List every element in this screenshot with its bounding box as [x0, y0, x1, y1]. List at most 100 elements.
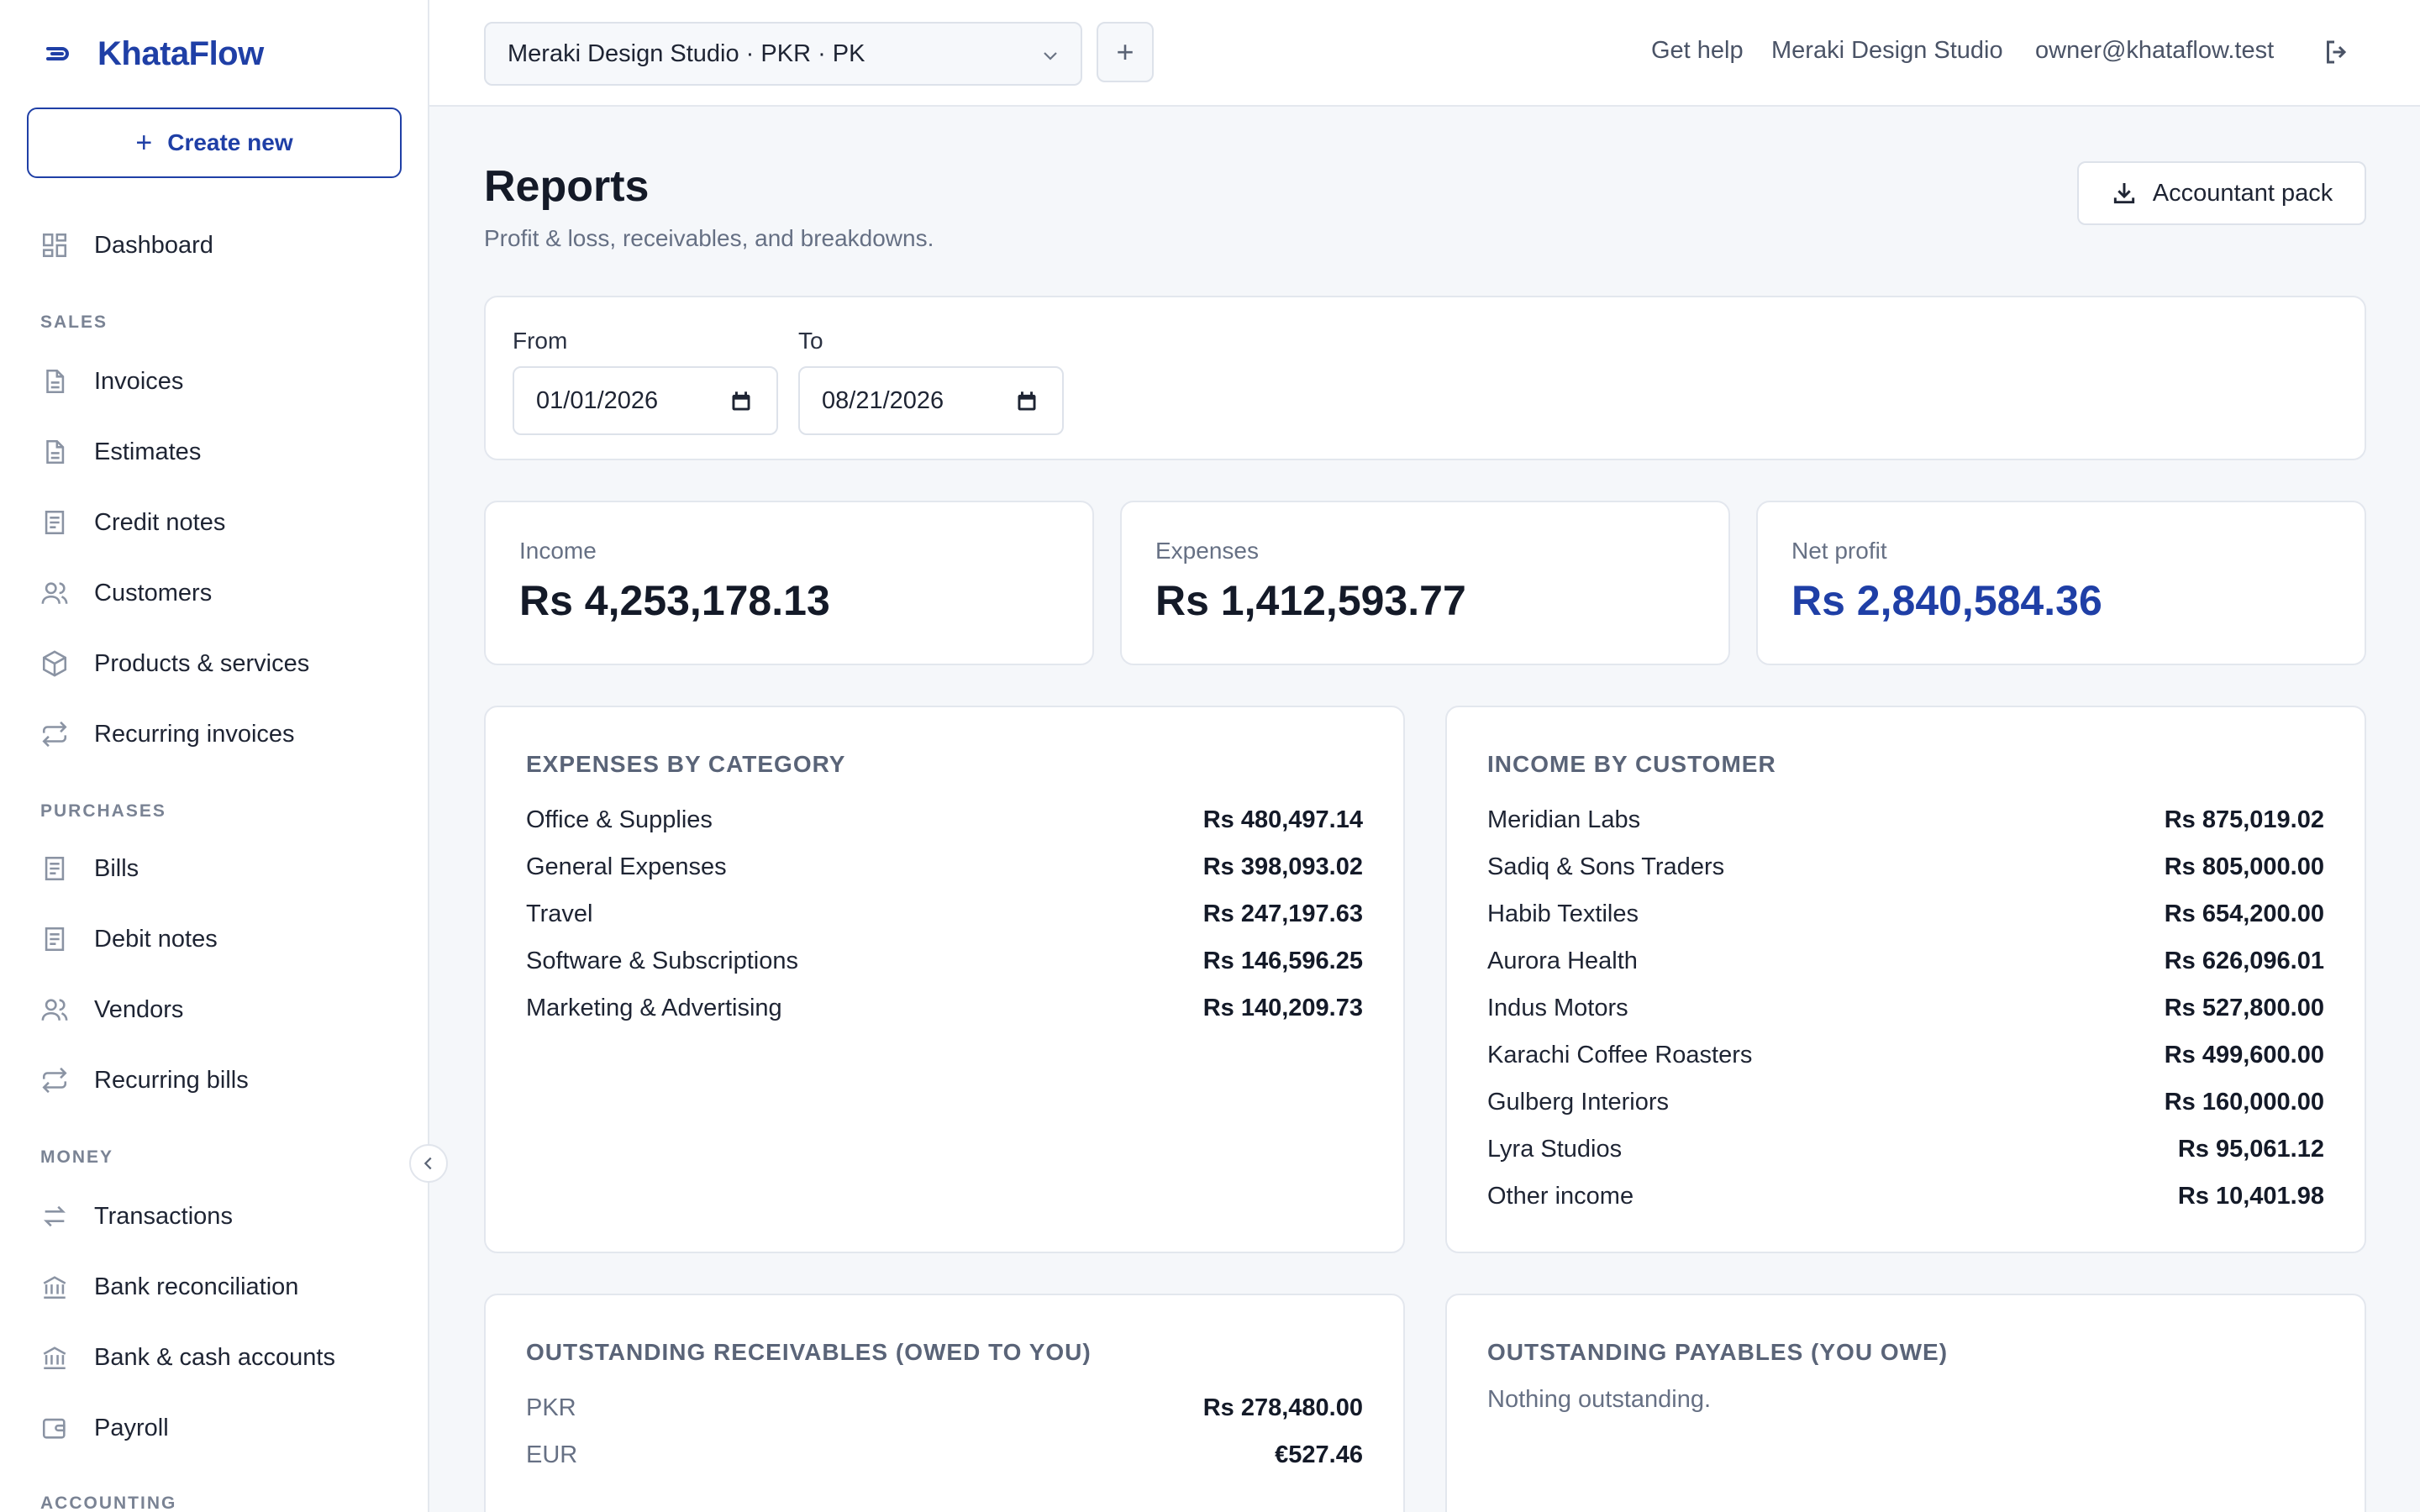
expenses-by-category-card: EXPENSES BY CATEGORY Office & Supplies Rs… — [484, 706, 1405, 1253]
sidebar-item-label: Estimates — [94, 438, 202, 465]
expenses-stat-card: Expenses Rs 1,412,593.77 — [1120, 501, 1730, 665]
currency-amount: €527.46 — [1275, 1441, 1363, 1468]
customer-amount: Rs 805,000.00 — [2164, 853, 2324, 880]
create-new-button[interactable]: + Create new — [27, 108, 402, 178]
outstanding-receivables-card: OUTSTANDING RECEIVABLES (OWED TO YOU) PK… — [484, 1294, 1405, 1512]
customer-name: Lyra Studios — [1487, 1135, 1623, 1163]
customer-name: Karachi Coffee Roasters — [1487, 1041, 1753, 1068]
category-amount: Rs 146,596.25 — [1202, 947, 1363, 974]
sidebar-item-customers[interactable]: Customers — [40, 570, 212, 617]
customer-name: Gulberg Interiors — [1487, 1088, 1669, 1116]
accountant-pack-button[interactable]: Accountant pack — [2077, 161, 2366, 225]
receipt-icon — [45, 510, 65, 535]
customer-name: Aurora Health — [1487, 947, 1638, 974]
category-name: General Expenses — [526, 853, 727, 880]
collapse-sidebar-button[interactable] — [409, 1144, 448, 1183]
sidebar-item-transactions[interactable]: Transactions — [40, 1193, 233, 1240]
to-label: To — [798, 328, 823, 354]
brand[interactable]: KhataFlow — [44, 34, 264, 74]
accountant-pack-label: Accountant pack — [2152, 179, 2333, 207]
category-amount: Rs 398,093.02 — [1202, 853, 1363, 880]
category-amount: Rs 140,209.73 — [1202, 994, 1363, 1021]
sidebar-item-debit-notes[interactable]: Debit notes — [40, 916, 218, 963]
customer-amount: Rs 654,200.00 — [2164, 900, 2324, 927]
section-sales: SALES — [40, 312, 108, 332]
create-new-label: Create new — [167, 129, 293, 155]
logout-icon — [2327, 40, 2347, 64]
sidebar-item-bills[interactable]: Bills — [40, 845, 139, 892]
chevron-left-icon — [424, 1157, 432, 1170]
sidebar-item-estimates[interactable]: Estimates — [40, 428, 201, 475]
list-item: Other income Rs 10,401.98 — [1487, 1178, 2324, 1215]
brand-name: KhataFlow — [97, 34, 264, 72]
sidebar-item-label: Transactions — [94, 1202, 233, 1230]
repeat-icon — [42, 1067, 67, 1094]
topbar: Meraki Design Studio · PKR · PK + Get he… — [429, 0, 2420, 107]
sidebar-item-label: Debit notes — [94, 925, 218, 953]
organization-select[interactable]: Meraki Design Studio · PKR · PK — [484, 22, 1082, 86]
customer-amount: Rs 95,061.12 — [2177, 1135, 2324, 1163]
empty-state-text: Nothing outstanding. — [1487, 1386, 1712, 1413]
calendar-icon — [732, 391, 750, 411]
sidebar-item-bank-reconciliation[interactable]: Bank reconciliation — [40, 1263, 298, 1310]
users-icon — [41, 582, 68, 604]
net-profit-stat-card: Net profit Rs 2,840,584.36 — [1756, 501, 2366, 665]
sidebar-item-vendors[interactable]: Vendors — [40, 986, 183, 1033]
page-subtitle: Profit & loss, receivables, and breakdow… — [484, 225, 934, 251]
transfer-icon — [44, 1205, 66, 1227]
to-date-input[interactable]: 08/21/2026 — [798, 366, 1064, 435]
sidebar-item-bank-cash-accounts[interactable]: Bank & cash accounts — [40, 1334, 335, 1381]
repeat-icon — [42, 721, 67, 748]
sidebar-item-label: Payroll — [94, 1414, 169, 1441]
sidebar-item-dashboard[interactable]: Dashboard — [40, 222, 213, 269]
sidebar-item-label: Vendors — [94, 995, 184, 1023]
sidebar-item-label: Invoices — [94, 367, 184, 395]
sidebar-item-products-services[interactable]: Products & services — [40, 640, 309, 687]
income-stat-card: Income Rs 4,253,178.13 — [484, 501, 1094, 665]
user-email-link[interactable]: owner@khataflow.test — [2035, 37, 2275, 64]
sidebar-item-payroll[interactable]: Payroll — [40, 1404, 169, 1452]
sidebar-item-label: Bank & cash accounts — [94, 1343, 335, 1371]
from-date-value: 01/01/2026 — [536, 386, 659, 414]
calendar-icon — [1018, 391, 1036, 411]
category-name: Marketing & Advertising — [526, 994, 782, 1021]
section-accounting: ACCOUNTING — [40, 1494, 177, 1512]
category-name: Travel — [526, 900, 593, 927]
document-icon — [46, 439, 65, 465]
income-value: Rs 4,253,178.13 — [519, 577, 830, 624]
customer-amount: Rs 160,000.00 — [2164, 1088, 2324, 1116]
get-help-link[interactable]: Get help — [1651, 37, 1744, 64]
list-item: Karachi Coffee Roasters Rs 499,600.00 — [1487, 1037, 2324, 1074]
customer-amount: Rs 527,800.00 — [2164, 994, 2324, 1021]
organization-name-link[interactable]: Meraki Design Studio — [1771, 37, 2003, 64]
list-item: Travel Rs 247,197.63 — [526, 895, 1363, 932]
add-organization-button[interactable]: + — [1097, 22, 1154, 82]
section-money: MONEY — [40, 1147, 114, 1167]
outstanding-payables-card: OUTSTANDING PAYABLES (YOU OWE) Nothing o… — [1445, 1294, 2366, 1512]
logout-button[interactable] — [2322, 37, 2355, 71]
sidebar-item-recurring-invoices[interactable]: Recurring invoices — [40, 711, 295, 758]
document-icon — [46, 369, 65, 394]
sidebar-item-invoices[interactable]: Invoices — [40, 358, 183, 405]
from-date-input[interactable]: 01/01/2026 — [513, 366, 778, 435]
customer-name: Sadiq & Sons Traders — [1487, 853, 1725, 880]
customer-name: Other income — [1487, 1182, 1634, 1210]
receipt-icon — [45, 856, 65, 881]
list-item: Aurora Health Rs 626,096.01 — [1487, 942, 2324, 979]
logo-icon — [46, 47, 69, 60]
category-amount: Rs 480,497.14 — [1202, 806, 1363, 833]
list-item: Gulberg Interiors Rs 160,000.00 — [1487, 1084, 2324, 1121]
dashboard-icon — [42, 233, 67, 258]
to-date-value: 08/21/2026 — [822, 386, 944, 414]
expenses-value: Rs 1,412,593.77 — [1155, 577, 1466, 624]
wallet-icon — [42, 1418, 66, 1439]
sidebar-item-credit-notes[interactable]: Credit notes — [40, 499, 225, 546]
outstanding-receivables-title: OUTSTANDING RECEIVABLES (OWED TO YOU) — [526, 1339, 1092, 1365]
chevron-down-icon — [1044, 52, 1057, 60]
customer-name: Meridian Labs — [1487, 806, 1641, 833]
income-by-customer-title: INCOME BY CUSTOMER — [1487, 751, 1776, 777]
sidebar-item-recurring-bills[interactable]: Recurring bills — [40, 1057, 249, 1104]
sidebar: KhataFlow + Create new Dashboard SALES I… — [0, 0, 429, 1512]
list-item: EUR €527.46 — [526, 1436, 1363, 1473]
bank-icon — [43, 1347, 66, 1370]
